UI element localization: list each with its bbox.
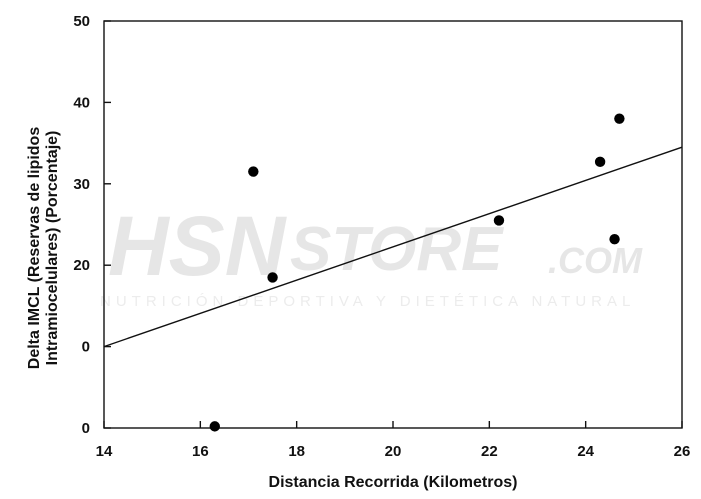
data-point <box>248 166 259 177</box>
y-axis-label-line-2: Intramiocelulares) (Porcentaje) <box>44 131 61 366</box>
y-tick-label: 0 <box>82 420 90 437</box>
data-point <box>594 156 606 168</box>
x-tick-label: 20 <box>385 443 402 460</box>
data-point <box>493 215 505 226</box>
y-tick-label: 40 <box>73 94 90 111</box>
x-axis: 14 16 18 20 22 24 26 <box>96 421 691 460</box>
data-point <box>267 272 278 283</box>
y-tick-label: 20 <box>73 257 90 274</box>
watermark-store: STORE <box>290 215 504 284</box>
x-tick-label: 16 <box>192 443 209 460</box>
trendline-group <box>103 146 683 348</box>
watermark: HSN STORE .COM NUTRICIÓN DEPORTIVA Y DIE… <box>100 199 643 310</box>
x-tick-label: 14 <box>96 443 113 460</box>
data-point <box>209 421 220 432</box>
data-point <box>609 233 620 245</box>
x-tick-label: 18 <box>288 443 305 460</box>
watermark-tagline: NUTRICIÓN DEPORTIVA Y DIETÉTICA NATURAL <box>100 293 635 310</box>
y-axis: 0 0 20 30 40 50 <box>73 13 111 437</box>
data-points <box>209 113 625 432</box>
y-tick-label: 0 <box>82 339 90 356</box>
x-tick-label: 22 <box>481 443 498 460</box>
x-tick-label: 26 <box>674 443 691 460</box>
data-point <box>614 113 625 124</box>
y-tick-label: 50 <box>73 13 90 30</box>
x-axis-label: Distancia Recorrida (Kilometros) <box>269 474 518 491</box>
trendline <box>103 146 683 348</box>
x-tick-label: 24 <box>577 443 594 460</box>
watermark-domain: .COM <box>548 240 643 281</box>
y-axis-label-line-1: Delta IMCL (Reservas de lipidos <box>26 127 43 370</box>
watermark-brand: HSN <box>108 199 288 293</box>
y-tick-label: 30 <box>73 176 90 193</box>
